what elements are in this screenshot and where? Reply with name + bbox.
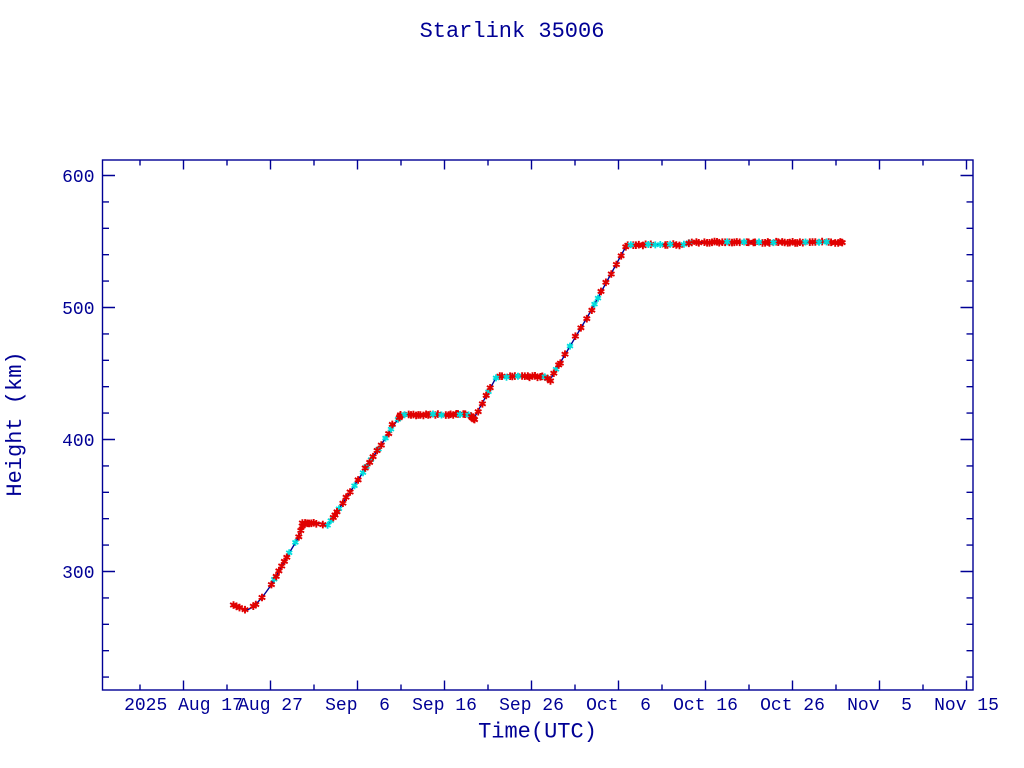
svg-text:Height (km): Height (km) bbox=[3, 351, 28, 496]
svg-text:Sep 6: Sep 6 bbox=[325, 696, 390, 716]
svg-text:Nov 5: Nov 5 bbox=[847, 696, 912, 716]
svg-text:Nov 15: Nov 15 bbox=[934, 696, 999, 716]
svg-text:500: 500 bbox=[62, 300, 94, 320]
svg-text:Starlink 35006: Starlink 35006 bbox=[420, 19, 605, 44]
svg-text:2025 Aug 17: 2025 Aug 17 bbox=[124, 696, 243, 716]
svg-text:Oct 16: Oct 16 bbox=[673, 696, 738, 716]
svg-text:Sep 26: Sep 26 bbox=[499, 696, 564, 716]
svg-text:Oct 26: Oct 26 bbox=[760, 696, 825, 716]
svg-text:600: 600 bbox=[62, 168, 94, 188]
svg-text:400: 400 bbox=[62, 432, 94, 452]
svg-text:Time(UTC): Time(UTC) bbox=[478, 720, 597, 745]
svg-text:300: 300 bbox=[62, 564, 94, 584]
svg-text:Sep 16: Sep 16 bbox=[412, 696, 477, 716]
svg-text:Oct 6: Oct 6 bbox=[586, 696, 651, 716]
svg-text:Aug 27: Aug 27 bbox=[238, 696, 303, 716]
